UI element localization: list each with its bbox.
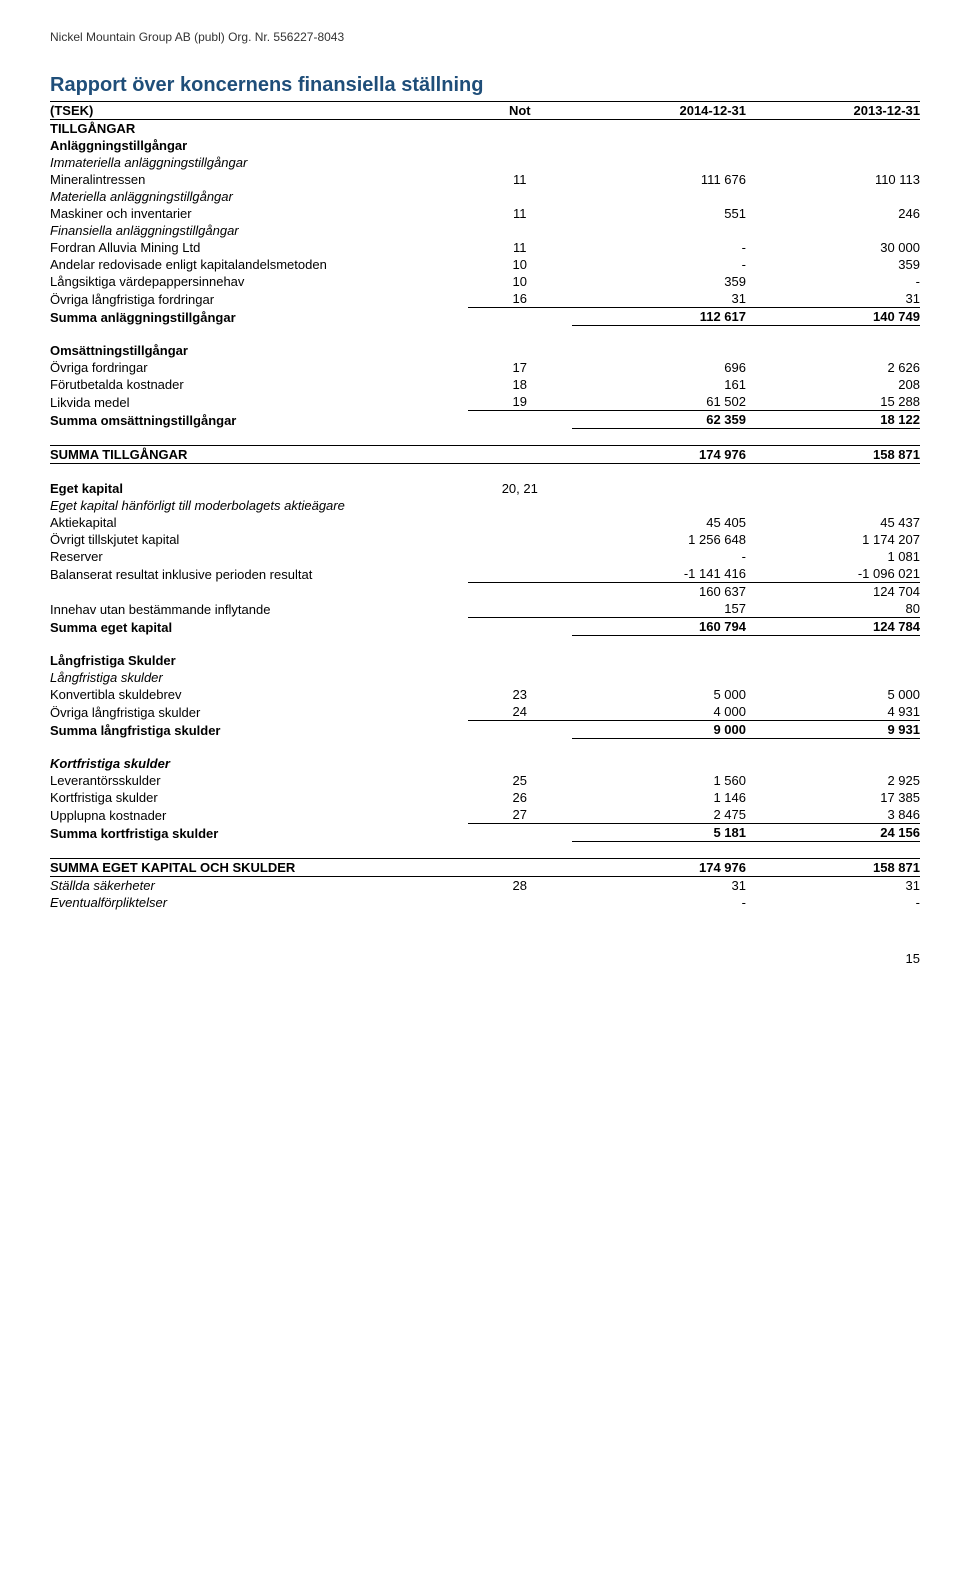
col-date1: 2014-12-31 (572, 102, 746, 120)
table-row: Upplupna kostnader272 4753 846 (50, 806, 920, 824)
table-row: Fordran Alluvia Mining Ltd11-30 000 (50, 239, 920, 256)
page-header: Nickel Mountain Group AB (publ) Org. Nr.… (50, 30, 920, 44)
report-title: Rapport över koncernens finansiella stäl… (50, 74, 920, 97)
table-row: Eventualförpliktelser-- (50, 894, 920, 911)
table-row: Kortfristiga skulder (50, 755, 920, 772)
table-row: Kortfristiga skulder261 14617 385 (50, 789, 920, 806)
table-row: Immateriella anläggningstillgångar (50, 154, 920, 171)
table-row: Aktiekapital45 40545 437 (50, 514, 920, 531)
col-not: Not (468, 102, 572, 120)
table-row-sum: Summa kortfristiga skulder5 18124 156 (50, 824, 920, 842)
table-row: Reserver-1 081 (50, 548, 920, 565)
table-row: Konvertibla skuldebrev235 0005 000 (50, 686, 920, 703)
spacer (50, 429, 920, 446)
table-row: TILLGÅNGAR (50, 120, 920, 138)
page-number: 15 (50, 951, 920, 966)
financial-table: (TSEK) Not 2014-12-31 2013-12-31 TILLGÅN… (50, 101, 920, 911)
table-row: Innehav utan bestämmande inflytande15780 (50, 600, 920, 618)
table-row: Materiella anläggningstillgångar (50, 188, 920, 205)
table-row-sum: Summa eget kapital160 794124 784 (50, 618, 920, 636)
table-row: Andelar redovisade enligt kapitalandelsm… (50, 256, 920, 273)
spacer (50, 739, 920, 756)
table-row: Långsiktiga värdepappersinnehav10359- (50, 273, 920, 290)
spacer (50, 464, 920, 481)
table-row: Leverantörsskulder251 5602 925 (50, 772, 920, 789)
spacer (50, 326, 920, 343)
spacer (50, 842, 920, 859)
table-row: Övriga långfristiga skulder244 0004 931 (50, 703, 920, 721)
table-row: Balanserat resultat inklusive perioden r… (50, 565, 920, 583)
table-row: Övrigt tillskjutet kapital1 256 6481 174… (50, 531, 920, 548)
table-row: Eget kapital20, 21 (50, 480, 920, 497)
table-row: Långfristiga skulder (50, 669, 920, 686)
spacer (50, 636, 920, 653)
table-row: Förutbetalda kostnader18161208 (50, 376, 920, 393)
col-date2: 2013-12-31 (746, 102, 920, 120)
col-tsek: (TSEK) (50, 102, 468, 120)
table-row: Finansiella anläggningstillgångar (50, 222, 920, 239)
table-row-sum: Summa omsättningstillgångar62 35918 122 (50, 411, 920, 429)
table-row: Likvida medel1961 50215 288 (50, 393, 920, 411)
table-row: Omsättningstillgångar (50, 342, 920, 359)
table-row: 160 637124 704 (50, 583, 920, 601)
table-row: Övriga långfristiga fordringar163131 (50, 290, 920, 308)
table-row-total: SUMMA EGET KAPITAL OCH SKULDER174 976158… (50, 859, 920, 877)
table-row: Anläggningstillgångar (50, 137, 920, 154)
table-row: Ställda säkerheter283131 (50, 877, 920, 895)
table-row: Eget kapital hänförligt till moderbolage… (50, 497, 920, 514)
table-row: Mineralintressen11111 676110 113 (50, 171, 920, 188)
table-row: Långfristiga Skulder (50, 652, 920, 669)
table-row-total: SUMMA TILLGÅNGAR174 976158 871 (50, 446, 920, 464)
column-header-row: (TSEK) Not 2014-12-31 2013-12-31 (50, 102, 920, 120)
table-row: Maskiner och inventarier11551246 (50, 205, 920, 222)
table-row-sum: Summa anläggningstillgångar112 617140 74… (50, 308, 920, 326)
table-row: Övriga fordringar176962 626 (50, 359, 920, 376)
table-row-sum: Summa långfristiga skulder9 0009 931 (50, 721, 920, 739)
